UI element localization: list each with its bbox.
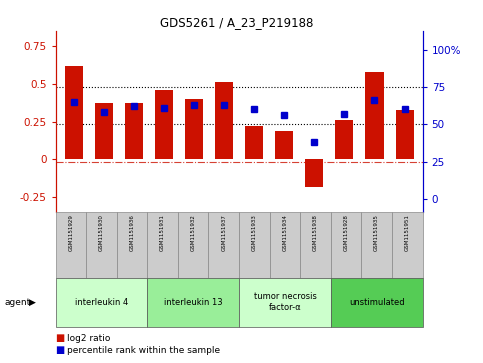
Bar <box>95 103 113 159</box>
Text: GSM1151928: GSM1151928 <box>343 214 349 251</box>
Text: interleukin 4: interleukin 4 <box>75 298 128 307</box>
Text: GSM1151931: GSM1151931 <box>160 214 165 251</box>
Text: tumor necrosis
factor-α: tumor necrosis factor-α <box>254 293 316 312</box>
Text: GSM1151932: GSM1151932 <box>191 214 196 251</box>
Bar <box>335 120 354 159</box>
Text: GSM1151929: GSM1151929 <box>68 214 73 251</box>
Text: GDS5261 / A_23_P219188: GDS5261 / A_23_P219188 <box>160 16 313 29</box>
Bar <box>65 66 83 159</box>
Bar <box>366 72 384 159</box>
Bar <box>275 131 293 159</box>
Text: GSM1151938: GSM1151938 <box>313 214 318 251</box>
Text: ▶: ▶ <box>29 298 36 307</box>
Text: GSM1151935: GSM1151935 <box>374 214 379 251</box>
Text: log2 ratio: log2 ratio <box>67 334 110 343</box>
Text: percentile rank within the sample: percentile rank within the sample <box>67 346 220 355</box>
Bar <box>215 82 233 159</box>
Text: GSM1151936: GSM1151936 <box>129 214 135 251</box>
Bar <box>245 126 263 159</box>
Text: GSM1151951: GSM1151951 <box>405 214 410 251</box>
Text: GSM1151937: GSM1151937 <box>221 214 227 251</box>
Text: interleukin 13: interleukin 13 <box>164 298 223 307</box>
Bar <box>305 159 323 187</box>
Bar <box>396 110 413 159</box>
Text: ■: ■ <box>56 333 65 343</box>
Bar <box>125 103 143 159</box>
Text: GSM1151930: GSM1151930 <box>99 214 104 251</box>
Bar <box>185 99 203 159</box>
Bar <box>155 90 173 159</box>
Text: ■: ■ <box>56 345 65 355</box>
Text: GSM1151934: GSM1151934 <box>283 214 287 251</box>
Text: GSM1151933: GSM1151933 <box>252 214 257 251</box>
Text: agent: agent <box>5 298 31 307</box>
Text: unstimulated: unstimulated <box>349 298 405 307</box>
